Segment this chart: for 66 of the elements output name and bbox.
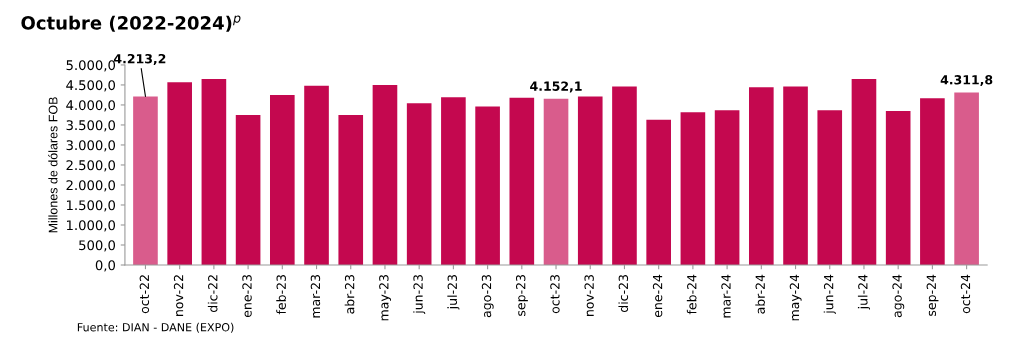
bar <box>304 85 329 265</box>
bar <box>235 114 261 265</box>
bar <box>372 84 398 265</box>
y-tick-label: 4.000,0 <box>66 100 116 112</box>
x-tick-label: jul-23 <box>447 275 460 310</box>
x-tick-label: abr-23 <box>344 275 355 314</box>
y-tick-label: 1.500,0 <box>66 200 116 212</box>
x-tick-label: jun-24 <box>823 274 836 314</box>
x-tick-label: ene-23 <box>242 275 252 318</box>
bar <box>543 98 569 265</box>
bar <box>954 92 979 265</box>
y-tick-label: 3.000,0 <box>66 140 116 152</box>
bar <box>714 110 740 265</box>
bar <box>817 110 843 265</box>
bar <box>749 87 774 265</box>
bar <box>646 119 671 265</box>
bar <box>167 82 192 265</box>
y-tick-label: 1.000,0 <box>66 220 116 232</box>
data-label: 4.311,8 <box>940 75 993 87</box>
y-tick-label: 3.500,0 <box>66 120 116 132</box>
x-tick-label: feb-24 <box>686 274 697 315</box>
x-tick-label: nov-22 <box>173 275 184 316</box>
chart-title: Octubre (2022-2024)$^{p}$ <box>21 15 241 32</box>
bar <box>475 106 500 265</box>
x-tick-label: oct-24 <box>960 274 971 314</box>
x-tick-label: jun-23 <box>413 275 426 314</box>
bar <box>133 96 158 265</box>
y-tick-label: 2.500,0 <box>66 160 116 172</box>
bar <box>406 103 432 265</box>
x-tick-label: oct-22 <box>139 275 150 314</box>
y-tick-label: 0,0 <box>95 260 116 272</box>
y-axis-title: Millones de dólares FOB <box>48 97 58 233</box>
x-tick-label: feb-23 <box>276 275 286 315</box>
x-tick-label: ene-24 <box>652 274 663 318</box>
bar <box>509 97 535 265</box>
data-label: 4.152,1 <box>530 81 582 93</box>
y-tick-label: 2.000,0 <box>66 180 116 192</box>
x-tick-label: jul-24 <box>857 274 871 310</box>
source-note: Fuente: DIAN - DANE (EXPO) <box>77 322 234 333</box>
bar <box>441 97 466 265</box>
x-tick-label: oct-23 <box>550 275 560 314</box>
bar <box>920 98 945 265</box>
x-tick-label: abr-24 <box>755 274 765 314</box>
bar <box>270 94 295 265</box>
bar <box>201 78 227 265</box>
x-tick-label: sep-24 <box>926 274 939 316</box>
x-tick-label: dic-23 <box>618 275 629 313</box>
x-tick-label: mar-23 <box>310 275 321 318</box>
bar <box>338 114 364 265</box>
bar <box>612 86 637 265</box>
x-tick-label: nov-23 <box>584 275 594 316</box>
x-tick-label: mar-24 <box>721 274 731 318</box>
y-tick-label: 4.500,0 <box>66 80 116 92</box>
x-tick-label: ago-24 <box>892 274 905 318</box>
x-tick-label: ago-23 <box>481 275 494 318</box>
bar <box>577 96 603 265</box>
bar <box>783 86 808 265</box>
y-tick-label: 5.000,0 <box>66 60 116 72</box>
y-tick-label: 500,0 <box>79 240 116 252</box>
x-tick-label: may-23 <box>379 275 392 321</box>
x-tick-label: may-24 <box>789 274 802 321</box>
x-tick-label: sep-23 <box>515 275 528 316</box>
bar <box>851 78 877 265</box>
bar <box>885 110 911 265</box>
bar <box>680 112 706 265</box>
x-tick-label: dic-22 <box>207 275 218 313</box>
